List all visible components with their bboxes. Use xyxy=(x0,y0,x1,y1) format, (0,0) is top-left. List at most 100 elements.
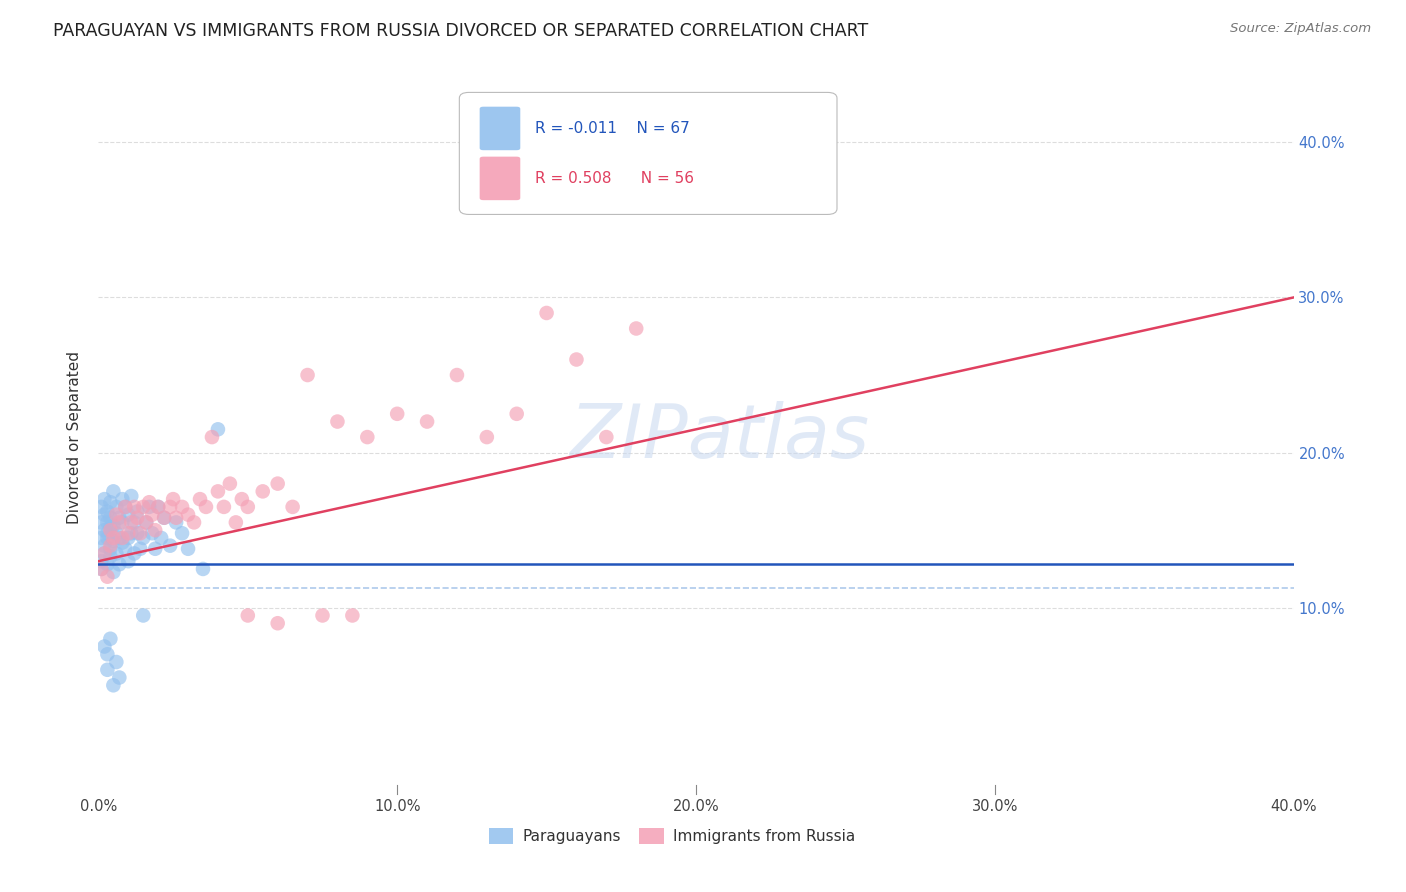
Point xyxy=(98,510,122,524)
Point xyxy=(117,508,139,522)
Point xyxy=(124,516,146,530)
Point xyxy=(98,495,122,509)
Point xyxy=(124,546,146,560)
Point xyxy=(114,500,136,514)
Point xyxy=(252,484,274,499)
Point xyxy=(132,500,155,514)
Point xyxy=(236,500,259,514)
Point xyxy=(103,534,125,549)
Text: Source: ZipAtlas.com: Source: ZipAtlas.com xyxy=(1230,22,1371,36)
Point xyxy=(105,508,128,522)
Point xyxy=(111,492,134,507)
Point xyxy=(129,541,152,556)
Y-axis label: Divorced or Separated: Divorced or Separated xyxy=(67,351,83,524)
Point xyxy=(90,516,112,530)
Point xyxy=(595,430,617,444)
Point xyxy=(111,535,134,549)
Point xyxy=(177,541,200,556)
Point xyxy=(103,484,125,499)
Point xyxy=(103,518,125,533)
Text: PARAGUAYAN VS IMMIGRANTS FROM RUSSIA DIVORCED OR SEPARATED CORRELATION CHART: PARAGUAYAN VS IMMIGRANTS FROM RUSSIA DIV… xyxy=(53,22,869,40)
Point xyxy=(120,489,142,503)
Point xyxy=(281,500,304,514)
Point xyxy=(141,508,163,522)
Point xyxy=(127,504,149,518)
Point xyxy=(93,546,115,560)
Point xyxy=(129,526,152,541)
Point xyxy=(212,500,235,514)
Point xyxy=(98,539,122,553)
Point xyxy=(105,500,128,514)
Point xyxy=(135,516,157,530)
Point xyxy=(159,539,181,553)
Point xyxy=(267,476,290,491)
Point xyxy=(132,608,155,623)
Point xyxy=(188,492,211,507)
Text: R = -0.011    N = 67: R = -0.011 N = 67 xyxy=(534,120,689,136)
Point xyxy=(153,510,176,524)
Point xyxy=(93,492,115,507)
Point xyxy=(96,647,118,661)
Point xyxy=(93,539,115,553)
Point xyxy=(132,531,155,545)
Point xyxy=(117,554,139,568)
Point xyxy=(506,407,529,421)
Point xyxy=(96,570,118,584)
Point xyxy=(267,616,290,631)
Point xyxy=(385,407,409,421)
Point xyxy=(565,352,588,367)
Point xyxy=(207,484,229,499)
Point xyxy=(108,510,131,524)
Text: R = 0.508      N = 56: R = 0.508 N = 56 xyxy=(534,170,693,186)
Point xyxy=(96,504,118,518)
Point xyxy=(311,608,333,623)
Point xyxy=(103,531,125,545)
Point xyxy=(117,531,139,545)
Point xyxy=(108,558,131,572)
Point xyxy=(177,508,200,522)
Point xyxy=(536,306,558,320)
Point xyxy=(626,321,648,335)
Point xyxy=(96,531,118,545)
Point xyxy=(475,430,498,444)
Point xyxy=(96,558,118,572)
Point xyxy=(153,510,176,524)
Point xyxy=(148,500,170,514)
Text: ZIPatlas: ZIPatlas xyxy=(569,401,870,473)
Point xyxy=(172,500,194,514)
Point xyxy=(201,430,224,444)
Point xyxy=(105,546,128,560)
Point xyxy=(90,562,112,576)
Point xyxy=(231,492,253,507)
Point xyxy=(105,526,128,541)
Point xyxy=(165,516,187,530)
Point xyxy=(236,608,259,623)
Point xyxy=(90,500,112,514)
Point xyxy=(98,541,122,556)
Point xyxy=(219,476,242,491)
Point xyxy=(159,500,181,514)
Point xyxy=(297,368,319,382)
Point xyxy=(90,554,112,568)
Point xyxy=(103,565,125,579)
Point xyxy=(172,526,194,541)
Point xyxy=(108,671,131,685)
Point xyxy=(98,520,122,534)
Point xyxy=(96,526,118,541)
Point xyxy=(105,655,128,669)
Point xyxy=(141,526,163,541)
Legend: Paraguayans, Immigrants from Russia: Paraguayans, Immigrants from Russia xyxy=(482,822,862,850)
Point xyxy=(108,516,131,530)
Point xyxy=(111,531,134,545)
Point xyxy=(98,549,122,564)
Point xyxy=(148,500,170,514)
Point xyxy=(96,663,118,677)
Point xyxy=(207,422,229,436)
Point xyxy=(165,510,187,524)
Point xyxy=(120,516,142,530)
Point xyxy=(93,546,115,560)
Point xyxy=(98,523,122,537)
Point xyxy=(342,608,364,623)
Point xyxy=(135,516,157,530)
Point xyxy=(120,526,142,541)
